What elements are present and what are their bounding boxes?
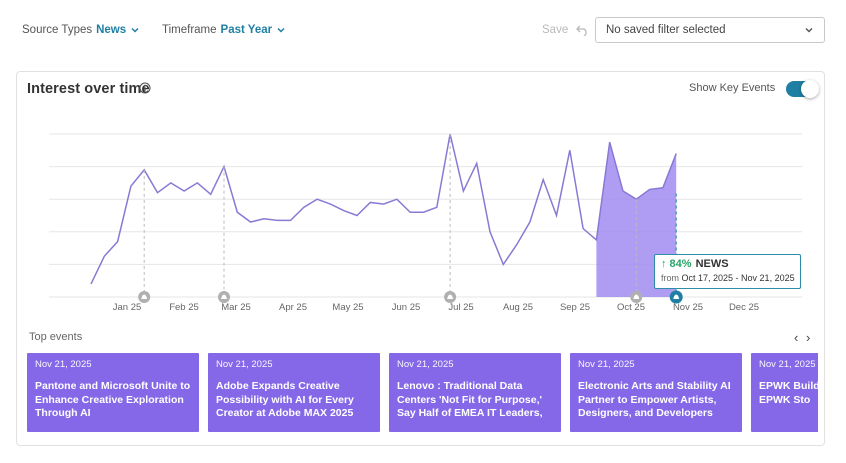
timeframe-label: Timeframe <box>162 24 217 36</box>
info-icon[interactable] <box>139 82 151 94</box>
interest-chart: Jan 25 Feb 25 Mar 25 Apr 25 May 25 Jun 25 Jul … <box>49 133 802 313</box>
x-tick-label: Sep 25 <box>560 302 590 313</box>
source-types-filter[interactable]: Source Types News <box>22 24 140 36</box>
bell-icon <box>673 294 680 299</box>
source-types-label: Source Types <box>22 24 93 36</box>
filter-bar: Source Types News Timeframe Past Year Sa… <box>0 0 846 60</box>
event-card[interactable]: Nov 21, 2025 EPWK Builds with $1.67B | E… <box>751 353 818 432</box>
event-date: Nov 21, 2025 <box>578 359 635 370</box>
source-types-value: News <box>96 24 127 36</box>
event-card[interactable]: Nov 21, 2025 Pantone and Microsoft Unite… <box>27 353 199 432</box>
x-tick-label: May 25 <box>332 302 363 313</box>
saved-filter-value: No saved filter selected <box>606 24 726 36</box>
x-tick-label: Oct 25 <box>617 302 645 313</box>
interest-over-time-panel: Interest over time Show Key Events Jan 2… <box>16 71 825 446</box>
chart-tooltip: ↑ 84% NEWS from Oct 17, 2025 - Nov 21, 2… <box>654 254 801 289</box>
event-title: Electronic Arts and Stability AI Partner… <box>578 380 731 419</box>
event-date: Nov 21, 2025 <box>216 359 273 370</box>
chevron-down-icon <box>277 27 285 33</box>
saved-filter-select[interactable]: No saved filter selected <box>595 17 825 43</box>
save-label: Save <box>542 24 569 36</box>
event-title: EPWK Builds with $1.67B | EPWK Sto <box>759 380 818 406</box>
chevron-right-icon[interactable]: › <box>806 330 811 345</box>
x-tick-label: Mar 25 <box>221 302 251 313</box>
event-title: Lenovo : Traditional Data Centers 'Not F… <box>397 380 543 421</box>
event-date: Nov 21, 2025 <box>35 359 92 370</box>
bell-icon <box>221 294 227 299</box>
chevron-left-icon[interactable]: ‹ <box>794 330 799 345</box>
x-tick-label: Jul 25 <box>448 302 473 313</box>
event-card[interactable]: Nov 21, 2025 Electronic Arts and Stabili… <box>570 353 742 432</box>
x-tick-label: Nov 25 <box>673 302 703 313</box>
save-button[interactable]: Save <box>542 24 589 36</box>
event-title: Pantone and Microsoft Unite to Enhance C… <box>35 380 191 419</box>
show-key-events-label: Show Key Events <box>689 82 776 94</box>
tooltip-from-label: from <box>661 273 679 283</box>
toggle-knob <box>801 80 819 98</box>
bell-icon <box>141 294 148 299</box>
tooltip-range: Oct 17, 2025 - Nov 21, 2025 <box>681 273 795 283</box>
tooltip-change: ↑ 84% <box>661 258 692 270</box>
event-card[interactable]: Nov 21, 2025 Lenovo : Traditional Data C… <box>389 353 561 432</box>
top-events-list: Nov 21, 2025 Pantone and Microsoft Unite… <box>27 353 818 432</box>
timeframe-value: Past Year <box>220 24 273 36</box>
x-tick-label: Jun 25 <box>392 302 421 313</box>
chevron-down-icon <box>131 27 139 33</box>
show-key-events-toggle[interactable] <box>786 80 819 98</box>
x-tick-label: Aug 25 <box>503 302 533 313</box>
x-tick-label: Feb 25 <box>169 302 199 313</box>
event-date: Nov 21, 2025 <box>759 359 816 370</box>
chevron-down-icon <box>805 28 813 33</box>
x-tick-label: Jan 25 <box>113 302 142 313</box>
bell-icon <box>447 294 454 299</box>
timeframe-filter[interactable]: Timeframe Past Year <box>162 24 286 36</box>
bell-icon <box>633 294 640 299</box>
undo-icon <box>576 25 587 36</box>
event-title: Adobe Expands Creative Possibility with … <box>216 380 354 419</box>
tooltip-series: NEWS <box>695 258 729 270</box>
series-line <box>90 133 677 285</box>
panel-title: Interest over time <box>27 81 150 97</box>
event-date: Nov 21, 2025 <box>397 359 454 370</box>
x-tick-label: Dec 25 <box>729 302 759 313</box>
top-events-label: Top events <box>29 331 83 343</box>
x-tick-label: Apr 25 <box>279 302 307 313</box>
event-card[interactable]: Nov 21, 2025 Adobe Expands Creative Poss… <box>208 353 380 432</box>
